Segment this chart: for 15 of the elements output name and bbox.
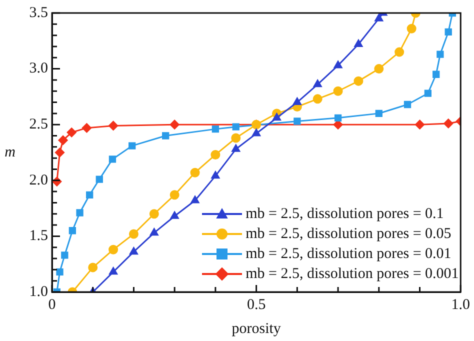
legend-label: mb = 2.5, dissolution pores = 0.001 [246, 266, 459, 282]
legend-label: mb = 2.5, dissolution pores = 0.1 [246, 206, 444, 222]
y-tick-label: 2.5 [29, 116, 48, 133]
x-tick-label: 1.0 [451, 296, 470, 313]
x-axis-title: porosity [232, 320, 282, 337]
x-tick-label: 0.5 [246, 296, 266, 313]
y-tick-label: 2.0 [29, 172, 48, 188]
y-tick-label: 3.0 [29, 60, 48, 77]
y-axis-title: m [4, 144, 16, 160]
y-tick-label: 1.0 [29, 284, 48, 300]
x-tick-label: 0 [48, 296, 56, 313]
legend-label: mb = 2.5, dissolution pores = 0.01 [246, 246, 452, 262]
y-tick-label: 3.5 [29, 4, 48, 21]
legend-label: mb = 2.5, dissolution pores = 0.05 [246, 226, 452, 242]
y-tick-label: 1.5 [29, 228, 48, 244]
